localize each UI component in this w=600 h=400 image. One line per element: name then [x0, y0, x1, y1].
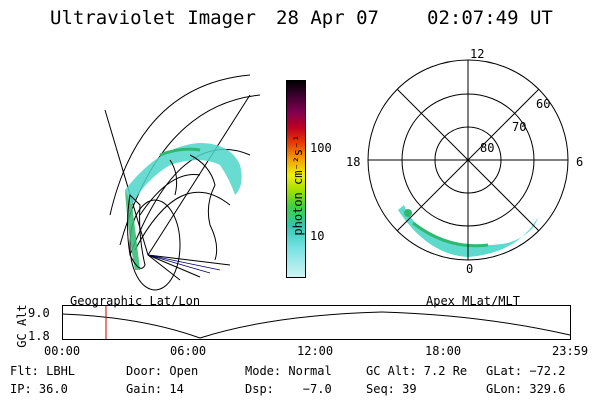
- glat-info: GLat: −72.2: [486, 364, 566, 378]
- lat-70-label: 70: [512, 120, 527, 134]
- x-tick-4: 23:59: [552, 344, 589, 358]
- mlt-12-label: 12: [470, 47, 485, 61]
- gain-info: Gain: 14: [126, 382, 184, 396]
- gc-alt-info: GC Alt: 7.2 Re: [366, 364, 468, 378]
- y-tick-top: 9.0: [28, 306, 50, 320]
- lat-60-label: 60: [536, 97, 551, 111]
- aurora-emission-polar: [398, 205, 538, 257]
- colorbar-unit-label: photon cm⁻²s⁻¹: [291, 134, 305, 236]
- colorbar-tick-10: 10: [310, 229, 325, 243]
- door-info: Door: Open: [126, 364, 199, 378]
- glon-info: GLon: 329.6: [486, 382, 566, 396]
- ip-info: IP: 36.0: [10, 382, 68, 396]
- dsp-info: Dsp: −7.0: [245, 382, 332, 396]
- filter-info: Flt: LBHL: [10, 364, 76, 378]
- polar-plot: [367, 59, 569, 261]
- time: 02:07:49 UT: [427, 7, 553, 29]
- geographic-map: [104, 74, 260, 291]
- colorbar: [286, 80, 306, 278]
- mlt-0-label: 0: [466, 262, 474, 276]
- mode-info: Mode: Normal: [245, 364, 332, 378]
- x-tick-0: 00:00: [44, 344, 81, 358]
- apex-label: Apex MLat/MLT: [426, 294, 520, 308]
- mlt-18-label: 18: [346, 155, 361, 169]
- aurora-emission-left: [125, 143, 242, 270]
- colorbar-tick-100: 100: [310, 141, 332, 155]
- x-tick-3: 18:00: [425, 344, 462, 358]
- lat-80-label: 80: [480, 141, 495, 155]
- mlt-6-label: 6: [576, 155, 584, 169]
- gc-alt-axis-title: GC Alt: [15, 304, 29, 348]
- x-tick-2: 12:00: [297, 344, 334, 358]
- geographic-label: Geographic Lat/Lon: [70, 294, 201, 308]
- date: 28 Apr 07: [276, 7, 379, 29]
- x-tick-1: 06:00: [170, 344, 207, 358]
- coastline: [127, 154, 218, 269]
- seq-info: Seq: 39: [366, 382, 417, 396]
- title: Ultraviolet Imager: [50, 7, 256, 29]
- altitude-plot: [62, 305, 571, 340]
- y-tick-bottom: 1.8: [28, 329, 50, 343]
